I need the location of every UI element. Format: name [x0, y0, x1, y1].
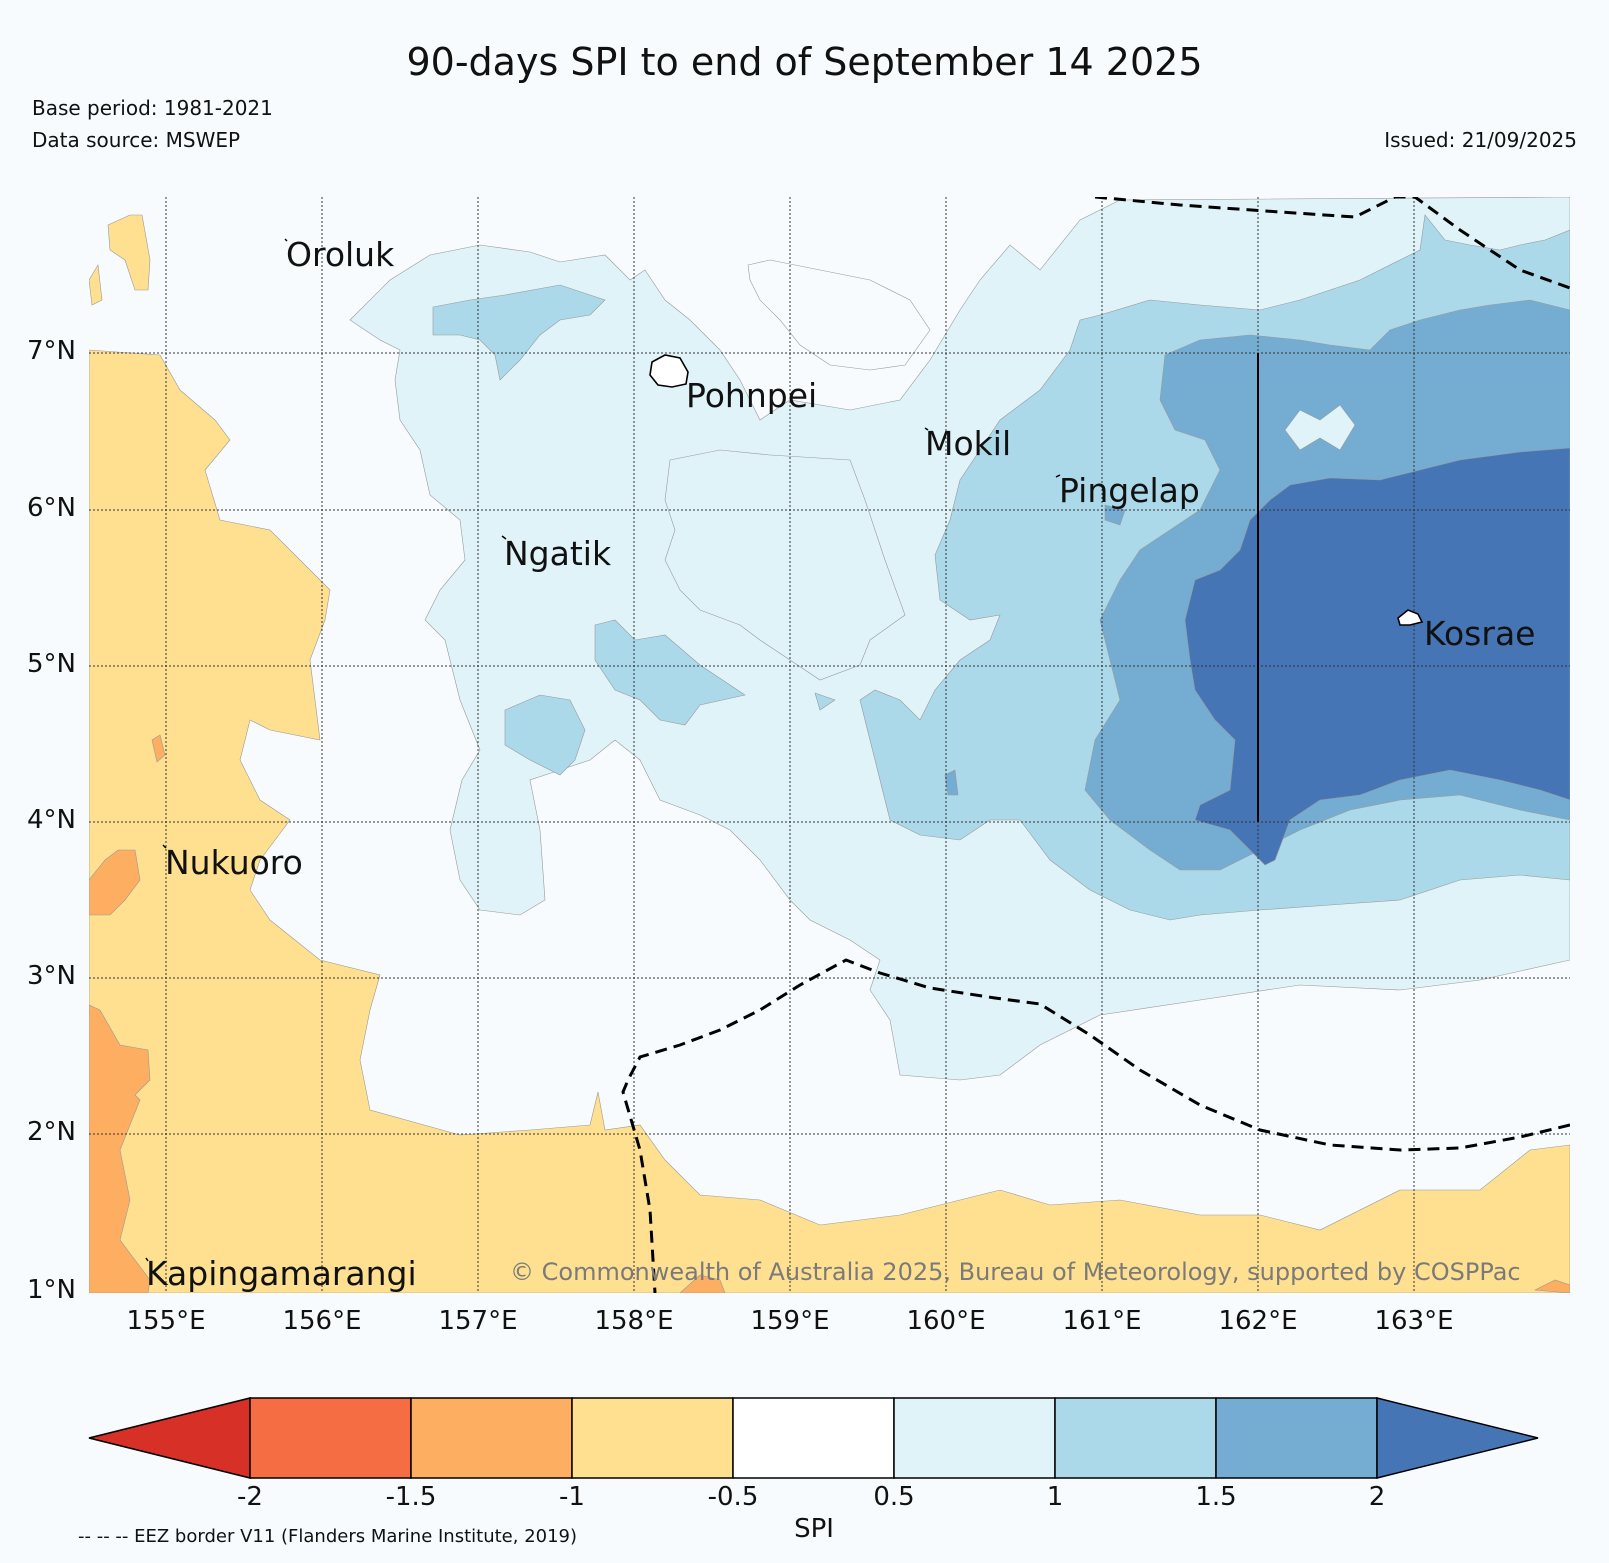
colorbar-swatch [249, 1397, 412, 1479]
kapingamarangi-marker [145, 1257, 149, 1262]
lat-label: 4°N [27, 805, 76, 835]
colorbar-tick: -0.5 [707, 1482, 759, 1512]
lat-label: 6°N [27, 493, 76, 523]
lon-label: 159°E [750, 1306, 830, 1336]
spi-very-wet [1184, 447, 1570, 866]
colorbar-swatch [893, 1397, 1056, 1479]
spi-normal-region [747, 259, 931, 371]
place-label-mokil: Mokil [925, 424, 1012, 463]
spi-moderately-wet [432, 284, 606, 381]
lon-label: 156°E [282, 1306, 362, 1336]
lon-label: 160°E [906, 1306, 986, 1336]
oroluk-marker [284, 238, 288, 242]
colorbar-tick: 2 [1368, 1482, 1386, 1512]
pingelap-marker [1055, 474, 1061, 478]
colorbar-tick: -1 [559, 1482, 585, 1512]
spi-slightly-wet [1284, 404, 1356, 451]
colorbar-swatch-extreme-wet [1376, 1397, 1539, 1479]
copyright-credit: © Commonwealth of Australia 2025, Bureau… [510, 1258, 1521, 1286]
spi-moderately-dry [89, 849, 141, 916]
place-label-nukuoro: Nukuoro [165, 843, 303, 882]
pohnpei-island-outline [649, 354, 689, 388]
spi-dry-region [89, 264, 103, 306]
lat-label: 2°N [27, 1117, 76, 1147]
colorbar-swatch [1215, 1397, 1378, 1479]
issued-date: Issued: 21/09/2025 [1384, 128, 1577, 152]
colorbar-swatch-extreme-dry [88, 1397, 251, 1479]
lat-label: 5°N [27, 649, 76, 679]
colorbar-tick: 1 [1046, 1482, 1064, 1512]
lon-label: 161°E [1062, 1306, 1142, 1336]
spi-moderately-dry [89, 1004, 151, 1293]
map-title: 90-days SPI to end of September 14 2025 [406, 40, 1203, 84]
colorbar-tick: 0.5 [873, 1482, 915, 1512]
place-label-pingelap: Pingelap [1059, 471, 1200, 510]
eez-border [621, 197, 1570, 1293]
colorbar-swatch [410, 1397, 573, 1479]
colorbar-swatch [1054, 1397, 1217, 1479]
colorbar-tick: -2 [237, 1482, 263, 1512]
spi-wet [944, 769, 959, 796]
spi-moderately-dry [1533, 1279, 1570, 1293]
colorbar [88, 1397, 1539, 1479]
spi-dry-region [107, 214, 151, 291]
lat-label: 3°N [27, 961, 76, 991]
spi-moderately-wet [504, 694, 586, 776]
mokil-marker [924, 427, 929, 431]
colorbar-tick: 1.5 [1195, 1482, 1237, 1512]
lon-label: 163°E [1374, 1306, 1454, 1336]
lon-label: 157°E [438, 1306, 518, 1336]
place-label-oroluk: Oroluk [286, 235, 395, 274]
colorbar-tick: -1.5 [385, 1482, 437, 1512]
base-period: Base period: 1981-2021 [32, 96, 273, 120]
lat-label: 7°N [27, 336, 76, 366]
ngatik-marker [501, 535, 507, 540]
data-source: Data source: MSWEP [32, 128, 241, 152]
colorbar-title: SPI [794, 1514, 834, 1544]
spi-dry-region [89, 349, 1570, 1293]
spi-moderately-wet [814, 692, 836, 711]
place-label-kapingamarangi: Kapingamarangi [146, 1254, 417, 1293]
lon-label: 158°E [594, 1306, 674, 1336]
spi-moderately-wet [594, 619, 746, 726]
place-label-pohnpei: Pohnpei [686, 376, 818, 415]
lon-label: 162°E [1218, 1306, 1298, 1336]
lat-label: 1°N [27, 1275, 76, 1305]
lon-label: 155°E [126, 1306, 206, 1336]
place-label-kosrae: Kosrae [1424, 614, 1536, 653]
place-label-ngatik: Ngatik [504, 534, 612, 573]
colorbar-swatch [732, 1397, 895, 1479]
colorbar-swatch [571, 1397, 734, 1479]
spi-moderately-dry [679, 1274, 726, 1293]
eez-legend-note: -- -- -- EEZ border V11 (Flanders Marine… [78, 1526, 578, 1547]
spi-moderately-dry [151, 734, 166, 763]
nukuoro-marker [162, 844, 167, 849]
kosrae-island-outline [1397, 609, 1424, 626]
